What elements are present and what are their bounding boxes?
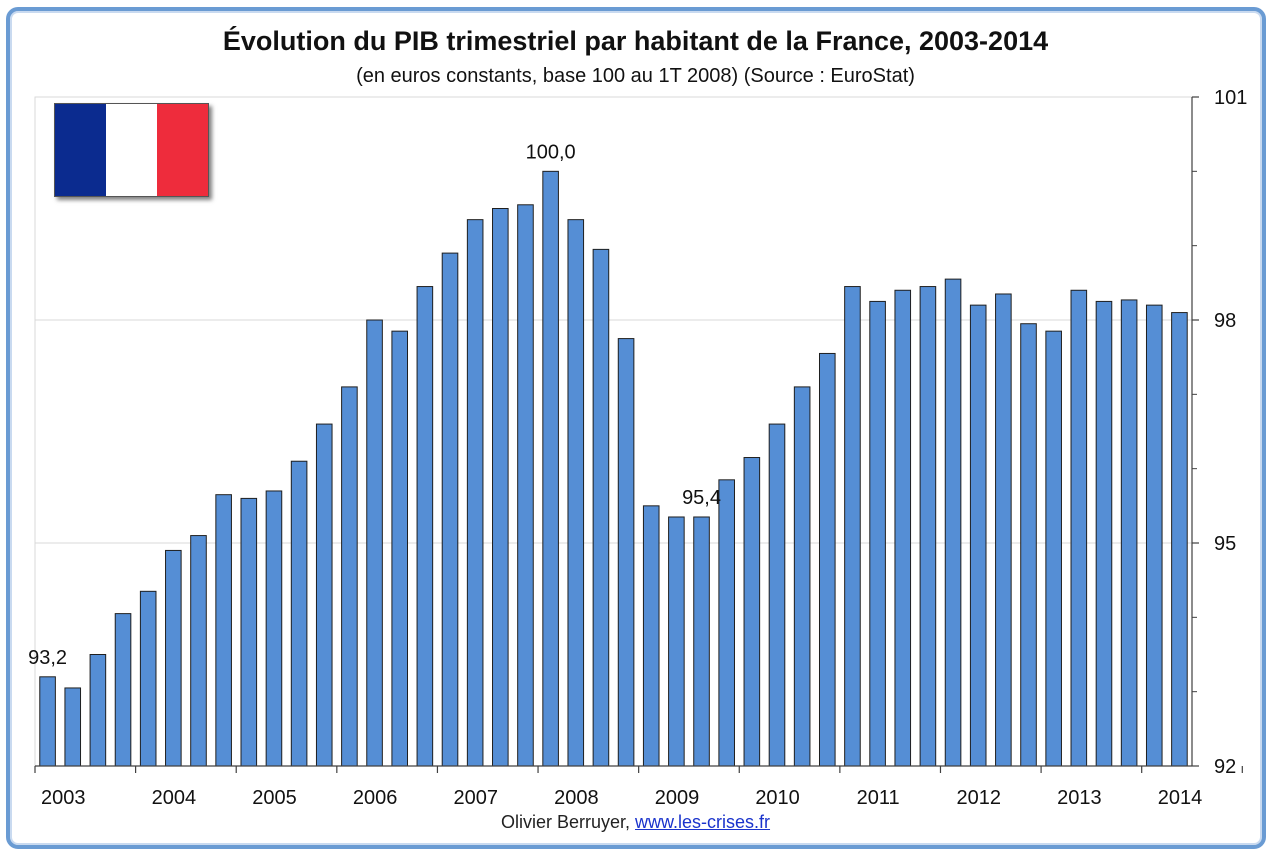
bar xyxy=(517,204,534,767)
bar xyxy=(1045,330,1062,767)
flag-stripe-red xyxy=(157,104,208,196)
bar xyxy=(768,423,786,767)
bar xyxy=(315,423,333,767)
bar xyxy=(1020,323,1037,767)
axes: 92 95 98 101 2003 2004 2005 2006 2007 2008 2009 201… xyxy=(34,87,1247,809)
bar xyxy=(492,208,509,767)
x-tick-label: 2011 xyxy=(857,787,900,809)
credit-author: Olivier Berruyer, xyxy=(500,812,630,832)
bar xyxy=(642,505,660,767)
y-tick-label: 92 xyxy=(1214,756,1236,778)
chart-subtitle: (en euros constants, base 100 au 1T 2008… xyxy=(356,65,915,87)
chart-title: Évolution du PIB trimestriel par habitan… xyxy=(222,26,1049,56)
bar xyxy=(391,330,409,767)
bar xyxy=(969,304,987,767)
bar xyxy=(39,676,56,767)
x-tick-label: 2010 xyxy=(755,787,800,809)
bar xyxy=(190,535,207,767)
france-flag-icon xyxy=(54,103,209,197)
bar xyxy=(668,516,685,767)
bar xyxy=(1171,312,1188,767)
bar xyxy=(1120,299,1138,767)
x-tick-label: 2006 xyxy=(353,787,398,809)
y-tick-label: 98 xyxy=(1214,310,1236,332)
bar xyxy=(693,516,710,767)
x-tick-label: 2013 xyxy=(1057,787,1102,809)
bar xyxy=(542,170,559,767)
bar xyxy=(944,278,962,767)
y-tick-label: 101 xyxy=(1214,87,1247,109)
bar xyxy=(844,286,861,767)
bar xyxy=(114,613,132,767)
x-tick-label: 2007 xyxy=(453,787,498,809)
data-label: 93,2 xyxy=(28,647,67,669)
bar xyxy=(366,319,383,767)
bar xyxy=(265,490,283,767)
bar xyxy=(718,479,735,767)
bar xyxy=(466,219,484,767)
bar xyxy=(441,252,459,767)
bar xyxy=(165,549,182,767)
data-label: 100,0 xyxy=(526,141,576,163)
bar xyxy=(793,386,811,767)
bar xyxy=(290,460,308,767)
bar xyxy=(64,687,82,767)
bar xyxy=(89,654,107,767)
flag-stripe-white xyxy=(106,104,157,196)
bar xyxy=(894,289,912,767)
credit-link[interactable]: www.les-crises.fr xyxy=(635,812,771,832)
x-tick-label: 2005 xyxy=(252,787,297,809)
data-label: 95,4 xyxy=(682,487,721,509)
bars xyxy=(39,170,1188,767)
credit-line: Olivier Berruyer, www.les-crises.fr xyxy=(0,812,1271,833)
x-tick-label: 2004 xyxy=(152,787,197,809)
bar xyxy=(1070,289,1088,767)
bar xyxy=(1095,300,1113,767)
bar xyxy=(592,248,610,767)
bar xyxy=(416,286,434,767)
bar xyxy=(567,219,585,767)
bar xyxy=(818,352,836,767)
x-tick-label: 2014 xyxy=(1158,787,1203,809)
bar xyxy=(617,338,635,767)
data-labels: 93,2 100,0 95,4 xyxy=(28,141,721,668)
plot-area xyxy=(34,96,1193,767)
x-tick-label: 2009 xyxy=(655,787,700,809)
bar xyxy=(869,300,886,767)
bar xyxy=(743,457,761,767)
gridlines xyxy=(34,96,1193,767)
bar xyxy=(215,494,232,767)
bar xyxy=(341,386,358,767)
bar xyxy=(1145,304,1163,767)
flag-stripe-blue xyxy=(55,104,106,196)
x-tick-label: 2003 xyxy=(41,787,86,809)
x-tick-label: 2008 xyxy=(554,787,599,809)
bar xyxy=(995,293,1012,767)
bar xyxy=(240,497,258,767)
x-tick-label: 2012 xyxy=(957,787,1002,809)
bar xyxy=(919,286,937,767)
y-tick-label: 95 xyxy=(1214,533,1236,555)
bar xyxy=(139,590,157,767)
